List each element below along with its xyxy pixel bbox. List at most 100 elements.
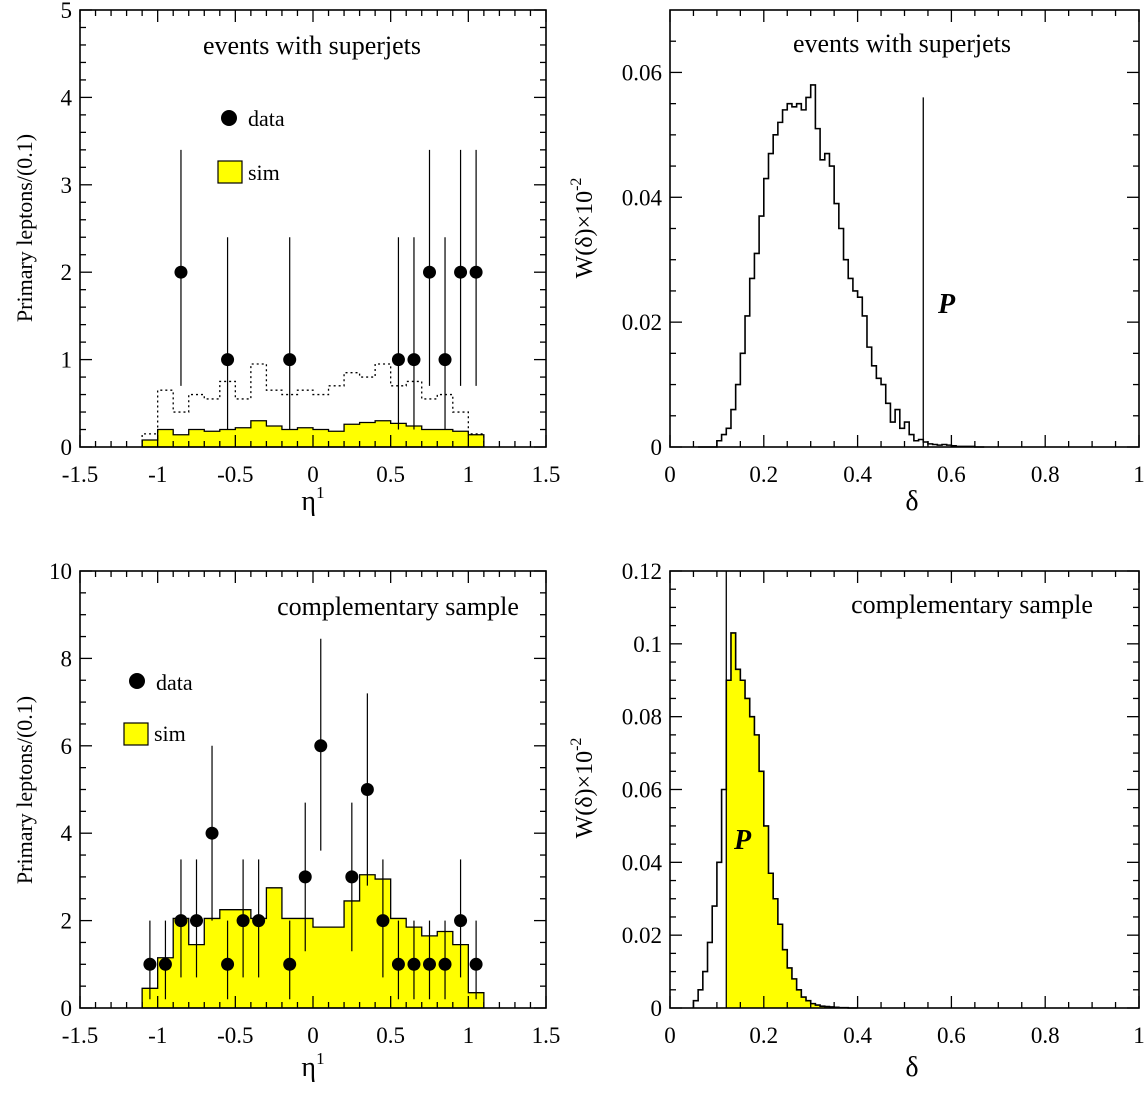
x-tick-label: 0 — [307, 1023, 319, 1048]
x-tick-label: -1.5 — [62, 462, 98, 487]
data-point — [236, 914, 250, 928]
x-tick-label: 1.5 — [532, 1023, 561, 1048]
x-tick-label: 0.8 — [1031, 1023, 1060, 1048]
p-annotation: P — [733, 825, 752, 856]
x-axis-label: η1 — [301, 1049, 324, 1083]
y-tick-label: 3 — [61, 173, 73, 198]
legend-sim-label: sim — [154, 721, 186, 746]
chart-title: complementary sample — [277, 592, 519, 621]
data-point — [407, 957, 421, 971]
w-delta-histogram — [692, 632, 858, 1009]
y-tick-label: 0 — [651, 996, 663, 1021]
panel-bottom-left: -1.5 -1 -0.5 0 0.5 1 1.5 0 2 4 6 8 10 complementary … — [12, 559, 560, 1083]
y-tick-label: 0.08 — [622, 705, 662, 730]
y-tick-label: 6 — [61, 734, 73, 759]
panel-bottom-right: 0 0.2 0.4 0.6 0.8 1 0 0.02 0.04 0.06 0.08 0.1 0.12 c… — [568, 559, 1145, 1083]
data-point — [360, 783, 374, 796]
data-point — [376, 914, 390, 928]
x-tick-label: -1 — [148, 1023, 167, 1048]
data-point — [391, 957, 405, 971]
panel-top-left: -1.5 -1 -0.5 0 0.5 1 1.5 0 1 2 3 4 5 events with sup… — [12, 0, 560, 517]
x-tick-label: 0.5 — [376, 1023, 405, 1048]
data-point — [423, 957, 436, 971]
x-tick-label: -0.5 — [217, 1023, 253, 1048]
x-tick-label: 0.2 — [749, 1023, 778, 1048]
data-point — [174, 914, 188, 928]
chart-title: events with superjets — [793, 29, 1011, 58]
panel-top-right: 0 0.2 0.4 0.6 0.8 1 0 0.02 0.04 0.06 events with … — [568, 9, 1145, 517]
sim-histogram — [141, 874, 485, 1009]
data-point — [283, 353, 297, 367]
y-axis-label: Primary leptons/(0.1) — [12, 134, 37, 322]
y-tick-label: 5 — [61, 0, 73, 23]
legend-data-label: data — [248, 106, 285, 131]
x-tick-label: -1.5 — [62, 1023, 98, 1048]
y-axis-label: W(δ)×10-2 — [568, 738, 598, 839]
y-tick-label: 0 — [61, 435, 73, 460]
legend: data sim — [217, 106, 285, 185]
x-tick-label: -0.5 — [217, 462, 253, 487]
x-tick-label: 0.2 — [749, 462, 778, 487]
chart-title: complementary sample — [851, 590, 1093, 619]
data-point — [221, 353, 235, 367]
data-point — [190, 914, 203, 928]
y-tick-label: 0.12 — [622, 559, 662, 584]
data-point — [438, 957, 452, 971]
p-annotation: P — [937, 289, 956, 320]
data-point — [469, 957, 483, 971]
y-tick-label: 1 — [61, 348, 73, 373]
y-tick-label: 4 — [61, 85, 73, 110]
y-tick-label: 0.02 — [622, 310, 662, 335]
x-tick-label: 0.4 — [843, 1023, 872, 1048]
w-delta-histogram — [698, 84, 985, 448]
x-tick-label: 1.5 — [532, 462, 561, 487]
y-tick-label: 0.04 — [622, 185, 663, 210]
legend-data-label: data — [156, 670, 193, 695]
data-point — [454, 265, 468, 279]
legend-sim-swatch — [217, 160, 243, 184]
y-tick-label: 0.1 — [633, 632, 662, 657]
data-point — [174, 265, 188, 279]
x-tick-label: 0 — [664, 1023, 676, 1048]
x-tick-label: 0 — [307, 462, 319, 487]
x-tick-label: 0.6 — [937, 462, 966, 487]
x-axis-label: δ — [905, 1052, 918, 1083]
x-tick-label: 0.5 — [376, 462, 405, 487]
y-tick-label: 0.04 — [622, 850, 663, 875]
data-point — [205, 826, 219, 840]
data-point — [298, 870, 312, 884]
y-tick-label: 2 — [61, 909, 73, 934]
y-tick-label: 0.02 — [622, 923, 662, 948]
x-tick-label: -1 — [148, 462, 167, 487]
data-point — [407, 353, 421, 367]
legend: data sim — [123, 670, 193, 746]
y-tick-label: 0 — [651, 435, 663, 460]
data-point — [158, 957, 172, 971]
data-point — [391, 353, 405, 367]
x-tick-label: 0.6 — [937, 1023, 966, 1048]
x-tick-label: 0.4 — [843, 462, 872, 487]
legend-data-marker — [221, 110, 237, 126]
x-tick-label: 0 — [664, 462, 676, 487]
x-axis-label: δ — [905, 486, 918, 517]
y-tick-label: 2 — [61, 260, 73, 285]
legend-sim-label: sim — [248, 160, 280, 185]
x-tick-label: 1 — [1133, 1023, 1145, 1048]
x-tick-label: 0.8 — [1031, 462, 1060, 487]
data-point — [252, 914, 266, 928]
x-axis-label: η1 — [301, 483, 324, 517]
data-point — [423, 265, 436, 279]
data-point — [438, 353, 452, 367]
y-tick-label: 0.06 — [622, 778, 662, 803]
y-tick-label: 8 — [61, 646, 73, 671]
data-point — [469, 265, 483, 279]
data-point — [143, 957, 157, 971]
x-tick-label: 1 — [463, 462, 475, 487]
y-tick-label: 0.06 — [622, 60, 662, 85]
data-point — [283, 957, 297, 971]
data-point — [345, 870, 359, 884]
shaded-area — [726, 632, 858, 1008]
y-tick-label: 10 — [49, 559, 72, 584]
data-point — [454, 914, 468, 928]
